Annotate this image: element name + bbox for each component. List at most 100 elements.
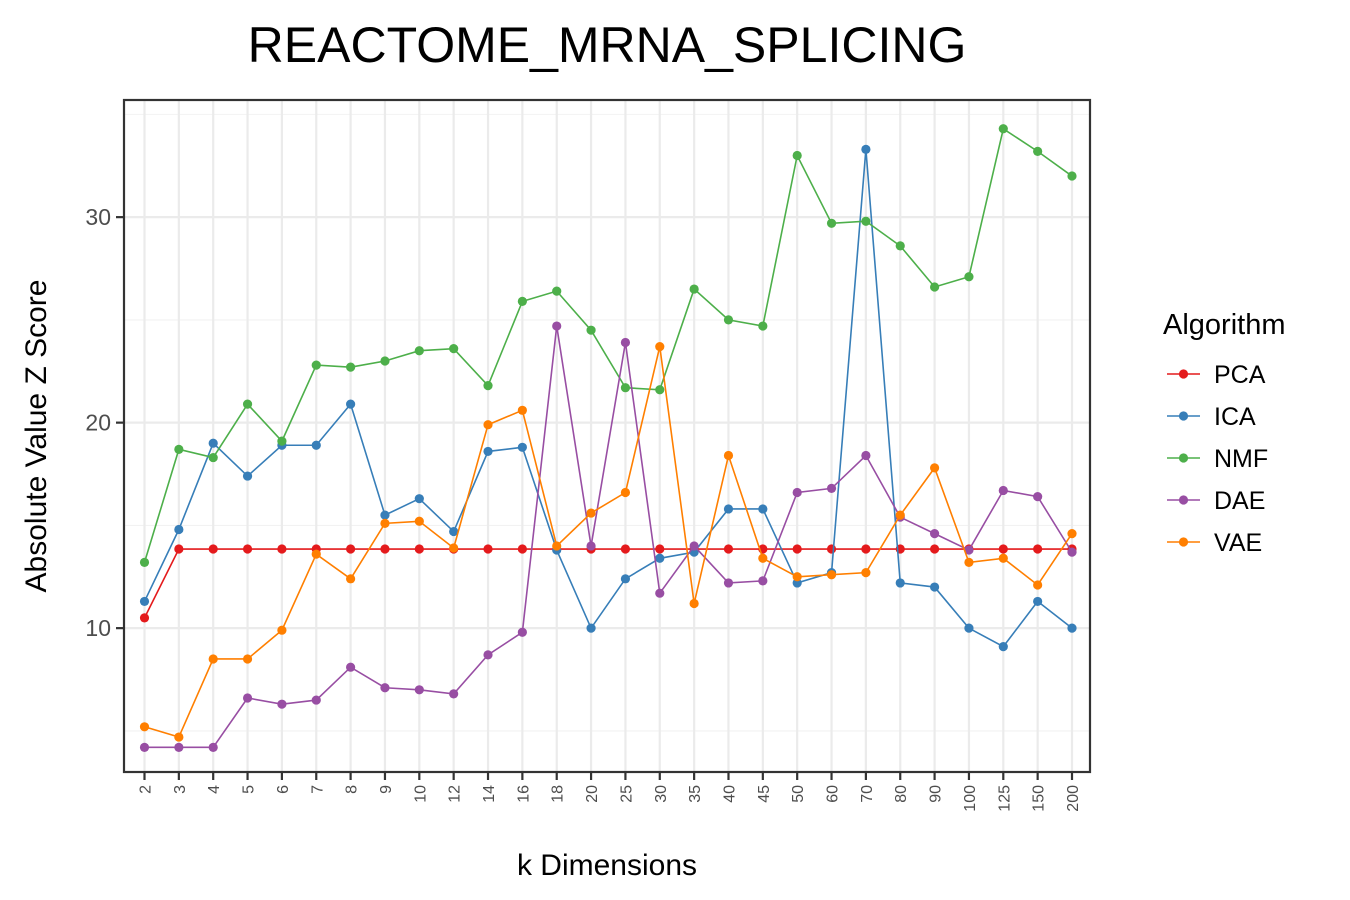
- data-point-nmf: [723, 315, 734, 325]
- data-point-nmf: [895, 241, 905, 251]
- data-point-dae: [380, 683, 390, 693]
- series-nmf: [139, 124, 1077, 567]
- data-point-pca: [792, 544, 802, 554]
- data-point-dae: [1033, 492, 1043, 502]
- y-tick-label: 20: [85, 410, 111, 436]
- data-point-vae: [552, 541, 562, 551]
- chart-title: REACTOME_MRNA_SPLICING: [248, 17, 967, 73]
- x-tick-label: 3: [172, 785, 189, 794]
- x-tick-label: 35: [687, 785, 704, 803]
- data-point-nmf: [929, 282, 940, 292]
- series-ica: [139, 144, 1077, 652]
- data-point-dae: [483, 650, 493, 660]
- legend: Algorithm PCA ICA NMF DAE VAE: [1163, 309, 1286, 557]
- data-point-nmf: [998, 124, 1008, 134]
- x-tick-label: 5: [241, 785, 258, 794]
- data-point-ica: [998, 642, 1008, 652]
- data-point-vae: [655, 342, 665, 352]
- x-tick-label: 12: [447, 785, 464, 803]
- data-point-dae: [998, 485, 1008, 496]
- x-tick-label: 18: [550, 785, 567, 803]
- series-line-dae: [144, 325, 1073, 749]
- x-tick-label: 80: [893, 785, 910, 803]
- legend-key-point: [1178, 453, 1189, 463]
- data-point-pca: [826, 544, 837, 554]
- legend-label: ICA: [1214, 403, 1256, 431]
- data-point-vae: [174, 732, 184, 742]
- data-point-vae: [826, 570, 837, 580]
- data-point-dae: [689, 541, 699, 551]
- x-tick-label: 25: [618, 785, 635, 803]
- data-point-nmf: [758, 321, 768, 331]
- x-tick-label: 30: [653, 785, 670, 803]
- data-point-nmf: [208, 452, 218, 463]
- series-vae: [139, 342, 1077, 742]
- data-point-dae: [586, 541, 596, 551]
- data-point-pca: [380, 544, 390, 554]
- data-point-vae: [689, 598, 699, 609]
- x-tick-label: 2: [138, 785, 155, 794]
- data-point-ica: [929, 582, 940, 592]
- series-line-pca: [143, 548, 1072, 619]
- data-point-dae: [929, 529, 940, 539]
- data-point-pca: [242, 544, 253, 554]
- data-point-pca: [208, 544, 218, 554]
- data-point-vae: [380, 518, 390, 528]
- data-point-vae: [483, 420, 493, 430]
- data-point-nmf: [380, 356, 390, 366]
- data-point-nmf: [861, 216, 871, 226]
- data-point-vae: [998, 553, 1008, 563]
- series-line-ica: [143, 149, 1073, 648]
- data-point-nmf: [552, 286, 562, 296]
- data-point-ica: [139, 596, 150, 607]
- legend-item-pca: PCA: [1167, 361, 1266, 389]
- x-axis-title: k Dimensions: [517, 849, 697, 882]
- data-point-pca: [174, 544, 184, 554]
- data-point-vae: [723, 450, 734, 461]
- data-point-nmf: [689, 284, 699, 294]
- data-point-vae: [449, 543, 459, 553]
- legend-item-ica: ICA: [1167, 403, 1256, 431]
- data-point-pca: [277, 544, 287, 554]
- data-point-vae: [758, 553, 768, 563]
- data-point-nmf: [311, 360, 321, 370]
- x-tick-label: 7: [309, 785, 326, 794]
- data-point-ica: [620, 574, 631, 584]
- data-point-nmf: [483, 381, 493, 391]
- data-point-ica: [517, 442, 527, 452]
- data-point-pca: [517, 544, 527, 554]
- data-point-ica: [586, 623, 596, 633]
- data-point-ica: [311, 440, 321, 450]
- data-point-vae: [346, 574, 356, 584]
- data-point-ica: [414, 494, 424, 504]
- legend-key-point: [1178, 411, 1189, 421]
- x-tick-label: 70: [859, 785, 876, 803]
- data-point-nmf: [620, 383, 631, 393]
- x-tick-label: 16: [515, 785, 532, 803]
- data-point-ica: [723, 504, 734, 514]
- x-tick-label: 4: [206, 785, 223, 794]
- data-point-nmf: [449, 344, 459, 354]
- x-tick-label: 8: [344, 785, 361, 794]
- grid: [124, 100, 1090, 772]
- data-point-ica: [1033, 596, 1043, 607]
- data-point-ica: [964, 623, 974, 633]
- series-line-vae: [144, 346, 1073, 739]
- x-tick-label: 125: [996, 785, 1013, 812]
- data-point-dae: [861, 450, 871, 461]
- data-point-dae: [1067, 547, 1077, 557]
- data-point-dae: [174, 742, 184, 752]
- x-tick-label: 9: [378, 785, 395, 794]
- data-point-pca: [483, 544, 493, 554]
- data-point-vae: [208, 654, 218, 664]
- data-point-vae: [277, 625, 287, 635]
- data-point-vae: [139, 722, 150, 732]
- data-point-dae: [346, 662, 356, 672]
- data-point-vae: [792, 572, 802, 582]
- series-line-nmf: [143, 127, 1073, 563]
- data-point-ica: [483, 446, 493, 457]
- data-point-vae: [861, 568, 871, 578]
- x-tick-label: 6: [275, 785, 292, 794]
- data-point-vae: [895, 510, 905, 520]
